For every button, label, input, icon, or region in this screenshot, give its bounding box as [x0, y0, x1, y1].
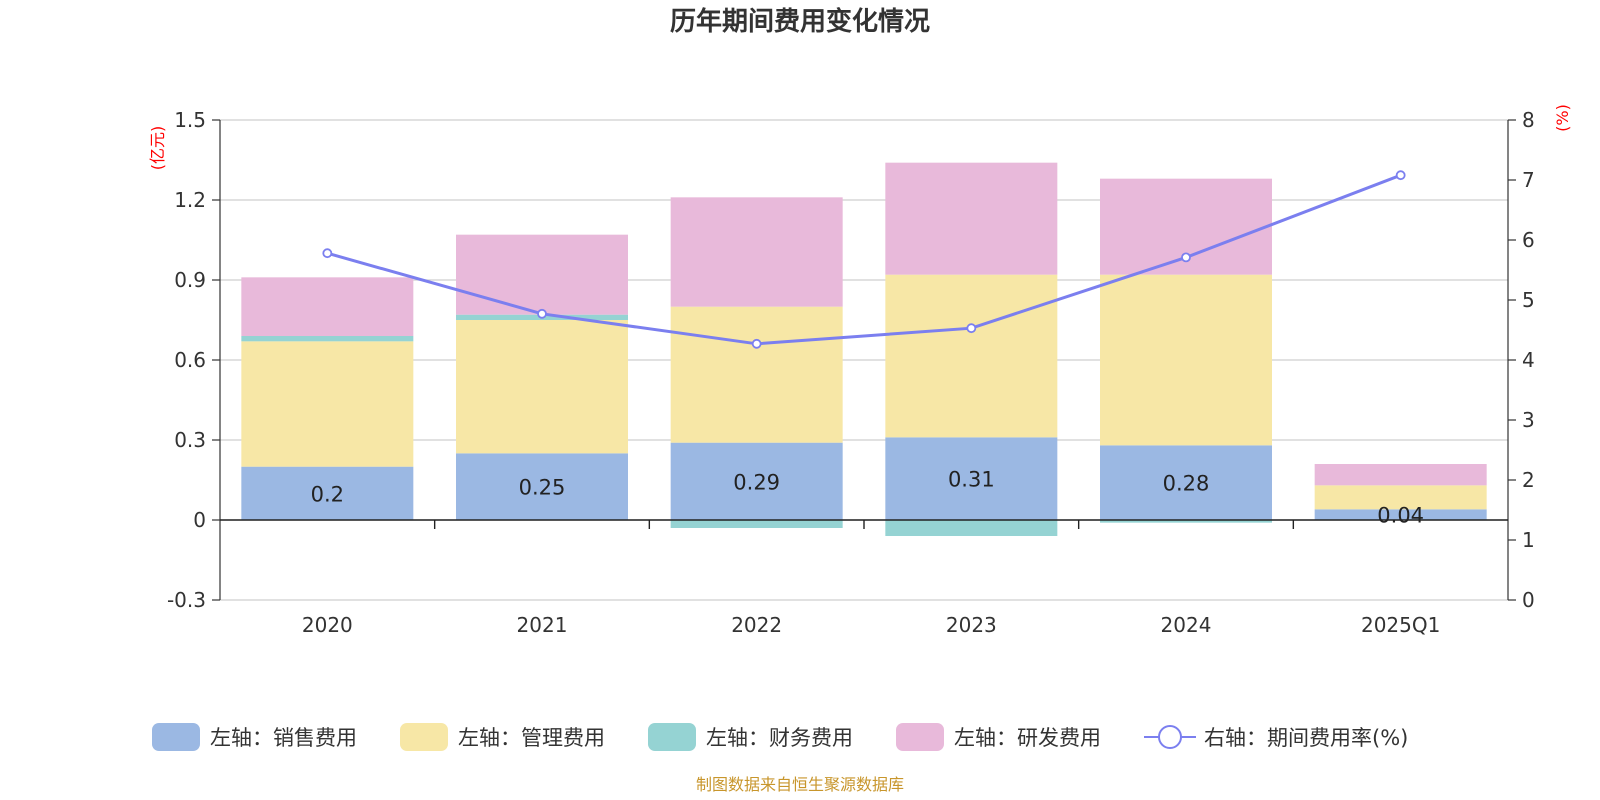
legend-swatch: [648, 723, 696, 751]
bar-segment: [1314, 485, 1487, 510]
left-tick-label: 1.5: [174, 108, 206, 132]
legend-item: 左轴：财务费用: [648, 723, 853, 751]
right-tick-label: 8: [1522, 108, 1535, 132]
legend-label: 左轴：销售费用: [210, 726, 357, 750]
bar-segment: [670, 520, 843, 528]
right-axis-unit: (%): [1553, 104, 1572, 132]
bar-segment: [885, 437, 1058, 520]
legend-item: 左轴：研发费用: [896, 723, 1101, 751]
rate-point: [751, 338, 762, 349]
bar-segment: [1100, 274, 1272, 446]
bar-segment: [670, 442, 843, 520]
bar-segment: [241, 336, 414, 342]
bar-segment: [885, 520, 1058, 536]
bar-segment: [241, 466, 414, 520]
left-tick-label: 0.9: [174, 268, 206, 292]
right-tick-label: 5: [1522, 288, 1535, 312]
data-label: 0.29: [733, 470, 780, 494]
x-tick-label: 2024: [1161, 613, 1212, 637]
bar-segment: [670, 197, 843, 307]
axes: -0.3 0 0.3 0.6 0.9 1.2 1.5 0 1 2 3 4 5 6 7 8 2020 2021 202…: [167, 108, 1535, 637]
data-label: 0.25: [519, 476, 566, 500]
bar-segment: [885, 274, 1058, 438]
left-tick-label: -0.3: [167, 588, 206, 612]
bar-segment: [1314, 509, 1487, 520]
bar-segment: [885, 162, 1058, 275]
legend-marker: [1158, 725, 1182, 749]
right-tick-label: 0: [1522, 588, 1535, 612]
legend-label: 右轴：期间费用率(%): [1204, 726, 1408, 750]
legend-item: 左轴：管理费用: [400, 723, 605, 751]
right-tick-label: 2: [1522, 468, 1535, 492]
legend-swatch: [400, 723, 448, 751]
left-tick-label: 1.2: [174, 188, 206, 212]
x-tick-label: 2023: [946, 613, 997, 637]
right-tick-label: 3: [1522, 408, 1535, 432]
data-label: 0.04: [1377, 504, 1424, 528]
rate-point: [322, 248, 333, 259]
bar-segment: [456, 453, 628, 520]
legend-item: 左轴：销售费用: [152, 723, 357, 751]
right-tick-label: 1: [1522, 528, 1535, 552]
rate-point: [1395, 170, 1406, 181]
bar-labels: 0.2 0.25 0.29 0.31 0.28 0.04: [311, 468, 1424, 528]
left-tick-label: 0.3: [174, 428, 206, 452]
x-tick-label: 2020: [302, 613, 353, 637]
legend-label: 左轴：研发费用: [954, 726, 1101, 750]
right-tick-label: 4: [1522, 348, 1535, 372]
x-tick-label: 2025Q1: [1361, 613, 1440, 637]
bar-segment: [241, 341, 414, 467]
bar-segment: [670, 306, 843, 443]
bar-segment: [1314, 464, 1487, 486]
bar-segment: [241, 277, 414, 336]
legend-swatch: [896, 723, 944, 751]
source-note: 制图数据来自恒生聚源数据库: [696, 775, 904, 794]
data-label: 0.28: [1163, 472, 1210, 496]
data-label: 0.31: [948, 468, 995, 492]
rate-point: [966, 323, 977, 334]
x-tick-label: 2021: [517, 613, 568, 637]
bar-segment: [1100, 445, 1272, 520]
legend-label: 左轴：财务费用: [706, 726, 853, 750]
right-tick-label: 7: [1522, 168, 1535, 192]
bar-segment: [456, 234, 628, 315]
data-label: 0.2: [311, 482, 344, 506]
rate-line: [322, 170, 1406, 349]
left-tick-label: 0: [193, 508, 206, 532]
bar-segment: [456, 320, 628, 454]
x-tick-label: 2022: [731, 613, 782, 637]
left-axis-unit: (亿元): [148, 126, 167, 171]
rate-line-path: [326, 173, 1402, 346]
bar-segment: [1100, 520, 1272, 523]
chart-title: 历年期间费用变化情况: [670, 6, 930, 37]
legend-swatch: [152, 723, 200, 751]
left-tick-label: 0.6: [174, 348, 206, 372]
legend: 左轴：销售费用 左轴：管理费用 左轴：财务费用 左轴：研发费用 右轴：期间费用率(%): [152, 723, 1408, 751]
bars: [241, 162, 1487, 536]
legend-item: 右轴：期间费用率(%): [1144, 725, 1408, 750]
legend-label: 左轴：管理费用: [458, 726, 605, 750]
rate-point: [537, 308, 547, 319]
rate-point: [1181, 252, 1191, 263]
right-tick-label: 6: [1522, 228, 1535, 252]
